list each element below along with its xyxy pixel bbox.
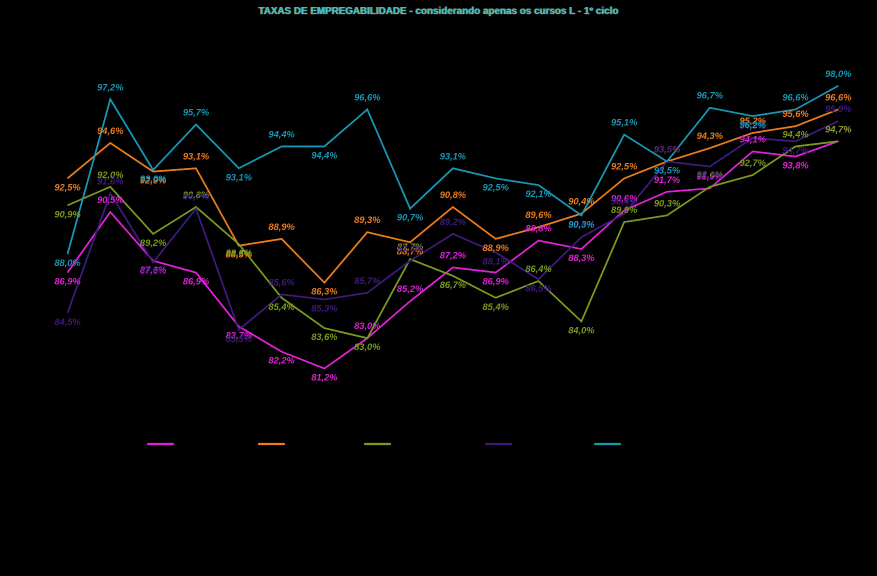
svg-text:85,7%: 85,7% xyxy=(354,276,380,286)
svg-text:82,2%: 82,2% xyxy=(268,356,294,366)
svg-text:90,4%: 90,4% xyxy=(568,197,594,207)
svg-text:96,7%: 96,7% xyxy=(697,91,723,101)
svg-text:85,6%: 85,6% xyxy=(268,278,294,288)
svg-text:88,1%: 88,1% xyxy=(483,256,509,266)
svg-text:83,0%: 83,0% xyxy=(354,342,380,352)
svg-text:93,1%: 93,1% xyxy=(226,172,252,182)
svg-text:93,1%: 93,1% xyxy=(183,151,209,161)
svg-text:93,5%: 93,5% xyxy=(654,166,680,176)
svg-text:90,5%: 90,5% xyxy=(97,195,123,205)
svg-text:93,2%: 93,2% xyxy=(697,171,723,181)
svg-text:96,2%: 96,2% xyxy=(740,120,766,130)
svg-text:92,7%: 92,7% xyxy=(740,158,766,168)
svg-text:98,0%: 98,0% xyxy=(825,69,851,79)
svg-text:94,1%: 94,1% xyxy=(740,134,766,144)
svg-text:95,7%: 95,7% xyxy=(183,108,209,118)
svg-text:90,4%: 90,4% xyxy=(611,197,637,207)
svg-text:83,6%: 83,6% xyxy=(311,332,337,342)
svg-text:86,9%: 86,9% xyxy=(483,277,509,287)
svg-text:94,3%: 94,3% xyxy=(697,131,723,141)
svg-text:92,1%: 92,1% xyxy=(525,189,551,199)
svg-text:83,5%: 83,5% xyxy=(226,334,252,344)
svg-text:87,5%: 87,5% xyxy=(140,267,166,277)
svg-text:84,0%: 84,0% xyxy=(568,325,594,335)
svg-text:86,4%: 86,4% xyxy=(525,264,551,274)
svg-text:92,5%: 92,5% xyxy=(483,182,509,192)
svg-text:86,7%: 86,7% xyxy=(440,280,466,290)
svg-text:93,1%: 93,1% xyxy=(440,151,466,161)
svg-text:86,9%: 86,9% xyxy=(54,277,80,287)
svg-text:89,2%: 89,2% xyxy=(440,217,466,227)
svg-text:87,6%: 87,6% xyxy=(397,244,423,254)
svg-text:92,5%: 92,5% xyxy=(54,182,80,192)
svg-text:87,2%: 87,2% xyxy=(440,251,466,261)
svg-text:86,9%: 86,9% xyxy=(183,277,209,287)
svg-text:85,2%: 85,2% xyxy=(397,284,423,294)
svg-text:90,8%: 90,8% xyxy=(440,190,466,200)
svg-text:94,7%: 94,7% xyxy=(825,124,851,134)
svg-text:96,6%: 96,6% xyxy=(354,92,380,102)
svg-text:95,9%: 95,9% xyxy=(825,104,851,114)
svg-text:88,9%: 88,9% xyxy=(483,243,509,253)
svg-text:86,5%: 86,5% xyxy=(525,283,551,293)
svg-text:90,7%: 90,7% xyxy=(183,192,209,202)
svg-text:88,6%: 88,6% xyxy=(226,248,252,258)
svg-text:95,6%: 95,6% xyxy=(782,109,808,119)
svg-text:96,6%: 96,6% xyxy=(825,92,851,102)
svg-text:85,4%: 85,4% xyxy=(268,302,294,312)
svg-text:84,5%: 84,5% xyxy=(54,317,80,327)
svg-text:90,3%: 90,3% xyxy=(654,198,680,208)
svg-text:95,1%: 95,1% xyxy=(611,118,637,128)
svg-text:86,3%: 86,3% xyxy=(311,287,337,297)
svg-text:90,9%: 90,9% xyxy=(54,209,80,219)
svg-text:93,5%: 93,5% xyxy=(654,145,680,155)
svg-text:97,2%: 97,2% xyxy=(97,82,123,92)
svg-text:88,8%: 88,8% xyxy=(525,224,551,234)
svg-text:85,3%: 85,3% xyxy=(311,304,337,314)
svg-text:88,0%: 88,0% xyxy=(54,258,80,268)
svg-text:85,4%: 85,4% xyxy=(483,302,509,312)
svg-text:94,4%: 94,4% xyxy=(268,129,294,139)
svg-text:88,3%: 88,3% xyxy=(568,253,594,263)
svg-text:93,0%: 93,0% xyxy=(140,174,166,184)
svg-text:83,0%: 83,0% xyxy=(354,321,380,331)
svg-text:94,4%: 94,4% xyxy=(311,150,337,160)
svg-text:91,7%: 91,7% xyxy=(654,175,680,185)
svg-text:89,3%: 89,3% xyxy=(354,215,380,225)
svg-text:94,6%: 94,6% xyxy=(97,126,123,136)
svg-text:90,7%: 90,7% xyxy=(397,213,423,223)
svg-text:93,8%: 93,8% xyxy=(782,161,808,171)
svg-text:81,2%: 81,2% xyxy=(311,373,337,383)
svg-text:90,3%: 90,3% xyxy=(568,219,594,229)
svg-text:89,2%: 89,2% xyxy=(140,238,166,248)
svg-text:92,5%: 92,5% xyxy=(611,161,637,171)
svg-text:94,7%: 94,7% xyxy=(782,145,808,155)
svg-text:96,6%: 96,6% xyxy=(782,92,808,102)
svg-text:91,6%: 91,6% xyxy=(97,177,123,187)
svg-text:88,9%: 88,9% xyxy=(268,222,294,232)
svg-text:89,6%: 89,6% xyxy=(525,210,551,220)
svg-text:94,4%: 94,4% xyxy=(782,129,808,139)
